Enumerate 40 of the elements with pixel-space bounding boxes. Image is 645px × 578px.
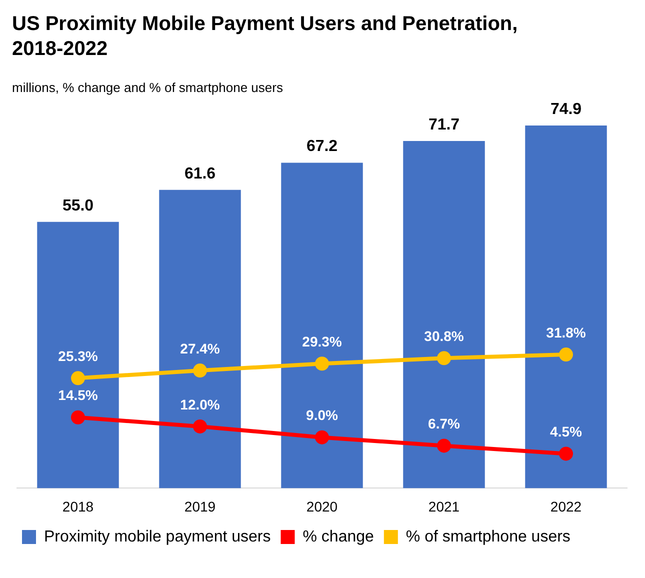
point bbox=[71, 410, 85, 424]
x-tick-label: 2018 bbox=[62, 498, 94, 514]
bar bbox=[159, 190, 241, 488]
legend-label: Proximity mobile payment users bbox=[44, 528, 271, 546]
chart-subtitle: millions, % change and % of smartphone users bbox=[11, 79, 284, 95]
data-label: 31.8% bbox=[546, 324, 586, 340]
data-label: 61.6 bbox=[184, 165, 216, 182]
bar bbox=[37, 222, 119, 488]
x-tick-label: 2020 bbox=[306, 498, 338, 514]
point bbox=[71, 371, 85, 386]
point bbox=[559, 446, 573, 461]
data-label: 9.0% bbox=[306, 407, 338, 424]
point bbox=[315, 356, 329, 371]
legend-label: % change bbox=[302, 528, 374, 546]
data-label: 25.3% bbox=[58, 348, 98, 364]
legend-label: % of smartphone users bbox=[406, 528, 570, 546]
data-label: 12.0% bbox=[180, 396, 220, 412]
data-label: 30.8% bbox=[424, 328, 464, 344]
x-tick-label: 2019 bbox=[184, 498, 216, 514]
x-tick-label: 2021 bbox=[428, 498, 460, 514]
bar bbox=[281, 162, 363, 488]
data-label: 71.7 bbox=[428, 116, 460, 134]
data-label: 27.4% bbox=[180, 340, 220, 356]
chart-title: US Proximity Mobile Payment Users and Penetration, 2018-2022 bbox=[11, 12, 519, 62]
data-label: 14.5% bbox=[58, 387, 98, 404]
point bbox=[559, 348, 573, 362]
bar bbox=[403, 140, 485, 488]
data-label: 29.3% bbox=[302, 333, 342, 350]
point bbox=[437, 351, 451, 366]
data-label: 4.5% bbox=[550, 424, 582, 440]
x-tick-label: 2022 bbox=[550, 498, 582, 514]
data-label: 74.9 bbox=[550, 100, 582, 118]
point bbox=[193, 364, 207, 378]
point bbox=[437, 438, 451, 453]
data-label: 67.2 bbox=[306, 138, 338, 156]
data-label: 6.7% bbox=[428, 416, 460, 432]
point bbox=[315, 430, 329, 444]
data-label: 55.0 bbox=[62, 197, 94, 214]
bar bbox=[525, 125, 607, 488]
point bbox=[193, 419, 207, 434]
